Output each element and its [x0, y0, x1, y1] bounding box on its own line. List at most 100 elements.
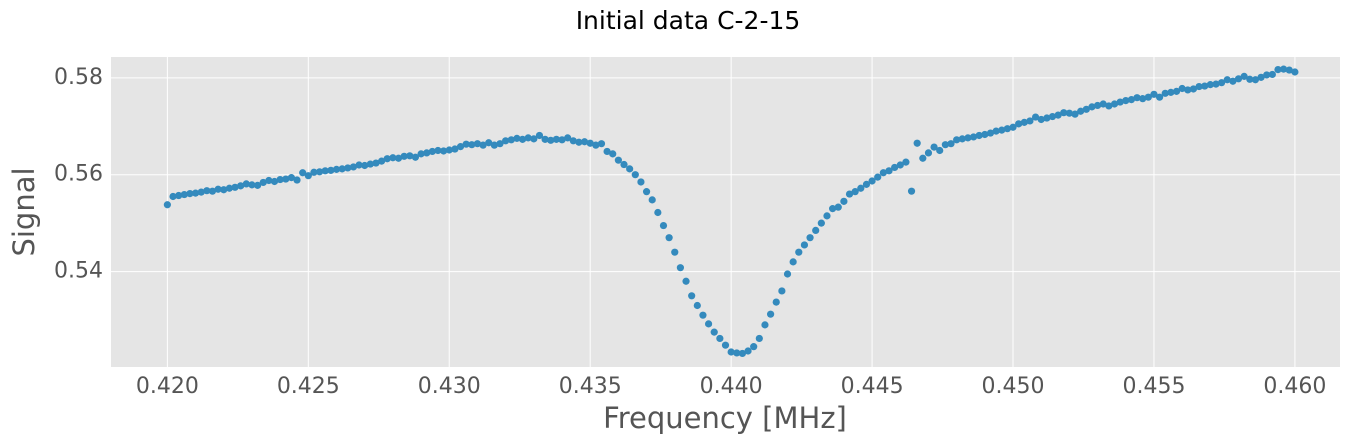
- point: [1026, 117, 1034, 125]
- point: [1043, 114, 1051, 122]
- point: [1206, 81, 1214, 89]
- point: [800, 241, 809, 249]
- point: [874, 173, 882, 181]
- point: [287, 174, 296, 182]
- point: [958, 135, 966, 143]
- point: [699, 311, 707, 319]
- point: [265, 176, 273, 185]
- point: [259, 178, 267, 187]
- point: [462, 140, 470, 148]
- point: [372, 159, 380, 167]
- point: [744, 347, 752, 355]
- x-tick-label: 0.435: [559, 374, 622, 399]
- point: [845, 190, 854, 198]
- point: [197, 188, 205, 196]
- plot-area: [111, 57, 1340, 367]
- point: [1155, 93, 1164, 101]
- point: [1060, 109, 1068, 117]
- point: [998, 126, 1006, 134]
- point: [620, 160, 628, 169]
- point: [1274, 65, 1282, 74]
- point: [552, 135, 560, 143]
- point: [558, 136, 566, 144]
- x-tick-label: 0.445: [841, 374, 904, 399]
- point: [936, 146, 944, 155]
- point: [411, 153, 420, 161]
- point: [851, 188, 859, 196]
- point: [924, 149, 933, 157]
- point: [383, 155, 391, 163]
- point: [1201, 82, 1209, 90]
- point: [891, 163, 899, 172]
- point: [1054, 111, 1062, 119]
- point: [361, 161, 369, 170]
- x-tick-label: 0.455: [1122, 374, 1185, 399]
- point: [682, 277, 690, 285]
- point: [338, 165, 346, 173]
- point: [321, 167, 329, 175]
- point: [1077, 107, 1085, 115]
- point: [1082, 105, 1090, 113]
- point: [293, 176, 301, 184]
- point: [468, 141, 476, 149]
- point: [795, 248, 803, 256]
- point: [671, 248, 679, 256]
- point: [1285, 66, 1293, 74]
- point: [428, 147, 436, 156]
- point: [907, 187, 916, 195]
- point: [479, 141, 487, 149]
- point: [1218, 79, 1226, 87]
- point: [490, 141, 498, 149]
- point: [440, 147, 448, 155]
- point: [755, 334, 763, 343]
- point: [180, 190, 188, 199]
- point: [969, 133, 978, 141]
- point: [767, 310, 775, 318]
- x-tick-label: 0.425: [277, 374, 340, 399]
- point: [665, 234, 673, 242]
- point: [378, 157, 386, 165]
- point: [231, 183, 239, 191]
- point: [812, 226, 820, 235]
- point: [208, 187, 217, 195]
- y-tick-label: 0.58: [54, 65, 103, 90]
- point: [1037, 115, 1045, 124]
- y-tick-label: 0.56: [54, 162, 103, 187]
- point: [473, 140, 482, 148]
- point: [569, 137, 577, 145]
- point: [310, 168, 318, 176]
- point: [704, 320, 713, 328]
- point: [1246, 75, 1254, 83]
- point: [733, 349, 741, 357]
- point: [789, 258, 797, 266]
- point: [535, 131, 544, 140]
- point: [1048, 112, 1057, 121]
- point: [953, 136, 961, 144]
- point: [1229, 77, 1237, 85]
- point: [1065, 109, 1073, 117]
- point: [840, 197, 848, 205]
- point: [485, 139, 493, 147]
- point: [225, 184, 233, 192]
- y-axis-label: Signal: [7, 167, 41, 256]
- point: [913, 139, 921, 147]
- point: [417, 150, 425, 158]
- point: [1189, 85, 1198, 93]
- point: [1144, 93, 1152, 101]
- y-tick-label: 0.54: [54, 259, 103, 284]
- point: [169, 192, 177, 201]
- point: [975, 131, 983, 140]
- point: [947, 140, 955, 148]
- point: [315, 168, 324, 176]
- point: [806, 234, 814, 242]
- point: [580, 138, 589, 146]
- point: [276, 175, 284, 184]
- point: [1015, 120, 1023, 128]
- point: [586, 139, 594, 147]
- point: [1093, 101, 1102, 110]
- point: [1184, 86, 1192, 94]
- point: [203, 187, 211, 195]
- point: [327, 166, 335, 174]
- point: [1099, 100, 1107, 108]
